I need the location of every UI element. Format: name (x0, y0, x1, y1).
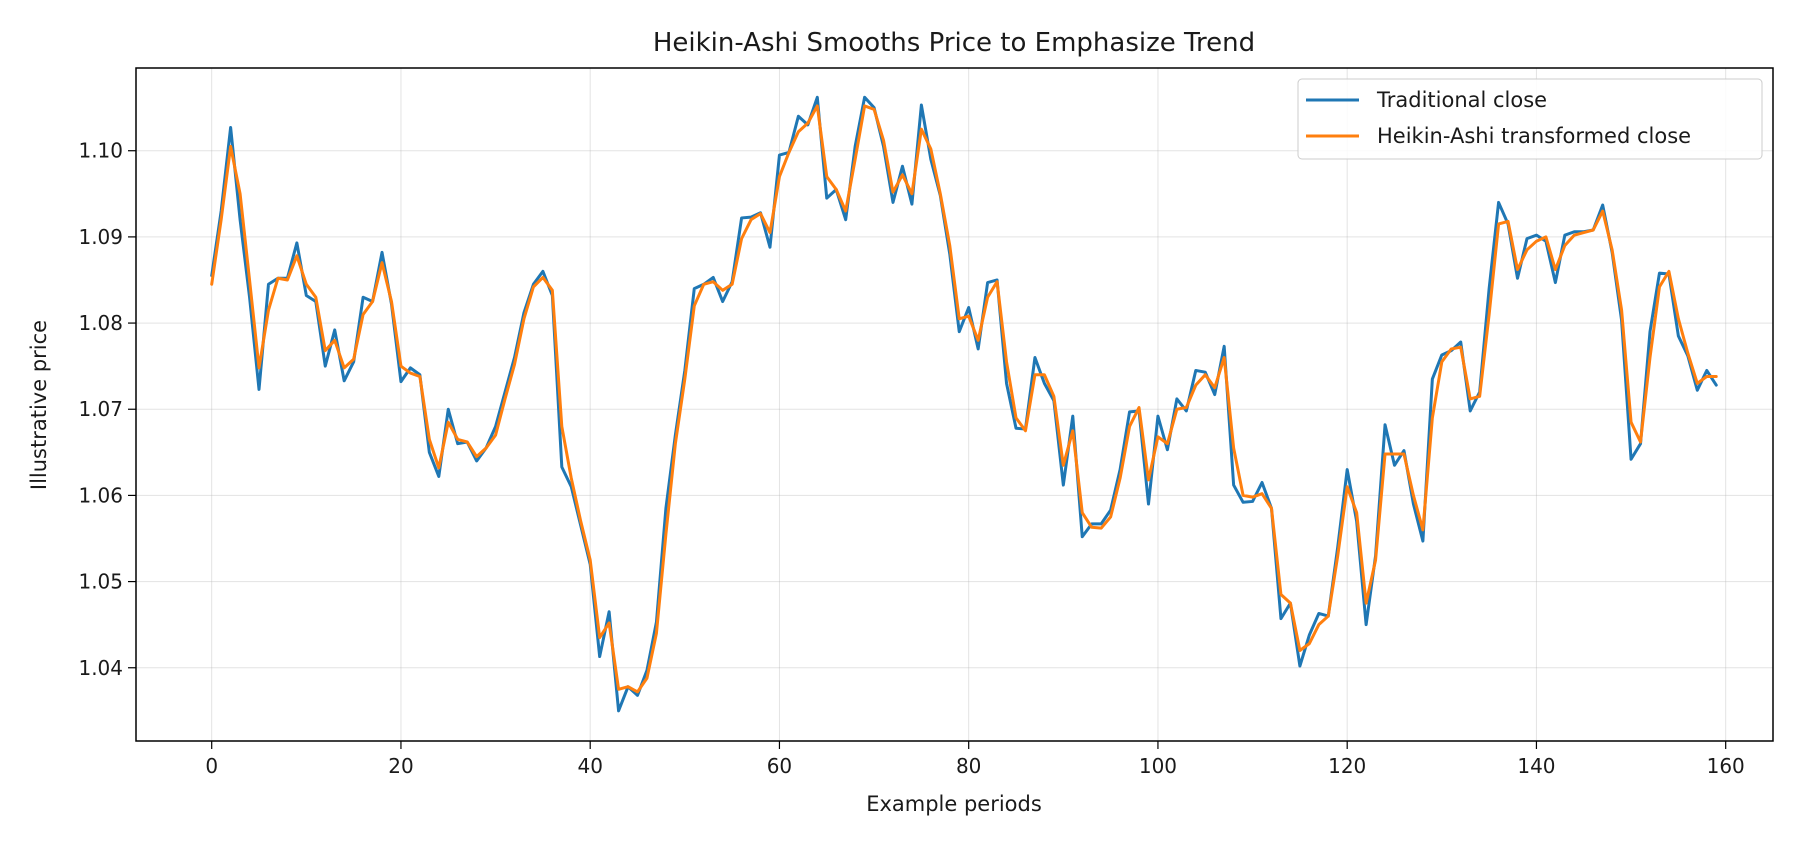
x-tick-label: 160 (1707, 754, 1745, 778)
x-tick-label: 40 (577, 754, 602, 778)
series-line-traditional-close (210, 95, 1718, 713)
y-tick-label: 1.06 (78, 483, 123, 507)
legend: Traditional close Heikin-Ashi transforme… (1297, 78, 1763, 160)
series-line-heikin-ashi-close (210, 104, 1718, 694)
x-tick-label: 80 (956, 754, 981, 778)
y-axis-label: Illustrative price (27, 320, 51, 490)
x-axis: 0 20 40 60 80 100 120 140 160 (205, 741, 1745, 778)
plot-frame (135, 67, 1774, 742)
y-tick-label: 1.05 (78, 570, 123, 594)
grid (136, 68, 1773, 741)
legend-label: Heikin-Ashi transformed close (1377, 124, 1691, 148)
x-axis-label: Example periods (866, 792, 1042, 816)
x-tick-label: 0 (205, 754, 218, 778)
x-tick-label: 140 (1517, 754, 1555, 778)
x-tick-label: 100 (1139, 754, 1177, 778)
y-tick-label: 1.08 (78, 311, 123, 335)
x-tick-label: 20 (388, 754, 413, 778)
y-tick-label: 1.07 (78, 397, 123, 421)
chart-title: Heikin-Ashi Smooths Price to Emphasize T… (653, 28, 1255, 58)
y-tick-label: 1.10 (78, 139, 123, 163)
y-tick-label: 1.04 (78, 656, 123, 680)
series-layer (210, 95, 1718, 713)
legend-label: Traditional close (1376, 88, 1547, 112)
y-axis: 1.04 1.05 1.06 1.07 1.08 1.09 1.10 (78, 139, 136, 680)
x-tick-label: 120 (1328, 754, 1366, 778)
legend-box (1297, 78, 1763, 160)
y-tick-label: 1.09 (78, 225, 123, 249)
x-tick-label: 60 (767, 754, 792, 778)
